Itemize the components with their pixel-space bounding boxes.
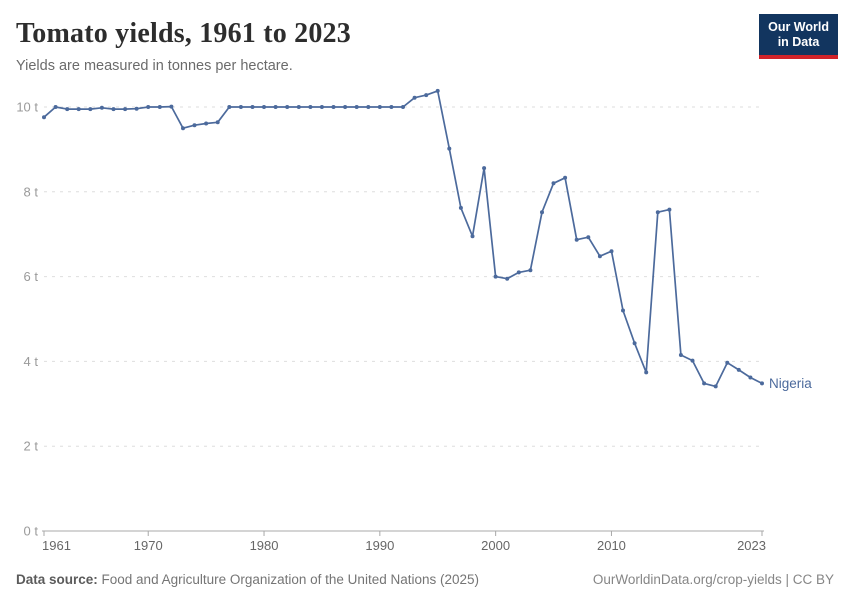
data-point-1992[interactable] (401, 105, 405, 109)
data-point-2017[interactable] (690, 358, 695, 363)
data-point-1968[interactable] (123, 107, 128, 112)
data-point-1963[interactable] (65, 107, 70, 112)
data-point-1995[interactable] (435, 88, 440, 93)
data-point-1964[interactable] (76, 107, 81, 112)
data-point-1976[interactable] (215, 120, 220, 125)
data-point-1998[interactable] (470, 234, 475, 239)
data-point-1965[interactable] (88, 107, 93, 112)
data-point-1967[interactable] (111, 107, 116, 112)
data-point-1993[interactable] (412, 95, 417, 100)
y-tick-label-2: 2 t (24, 439, 39, 454)
y-tick-label-0: 0 t (24, 524, 39, 539)
data-point-1969[interactable] (134, 106, 139, 111)
data-point-1971[interactable] (157, 105, 162, 109)
data-point-2014[interactable] (655, 210, 660, 215)
y-tick-label-6: 6 t (24, 269, 39, 284)
data-point-1977[interactable] (227, 105, 232, 109)
data-point-1978[interactable] (238, 105, 243, 109)
data-source-note: Data source: Food and Agriculture Organi… (16, 572, 479, 587)
data-point-2005[interactable] (551, 181, 556, 186)
page-title: Tomato yields, 1961 to 2023 (16, 18, 351, 49)
data-point-2003[interactable] (528, 268, 533, 273)
data-point-1986[interactable] (331, 105, 336, 109)
data-point-2001[interactable] (505, 276, 510, 281)
data-point-1982[interactable] (285, 105, 290, 109)
chart-subtitle: Yields are measured in tonnes per hectar… (16, 58, 293, 75)
logo-line2: in Data (777, 35, 820, 49)
data-source-label: Data source: (16, 571, 98, 587)
data-point-2018[interactable] (702, 381, 707, 386)
data-point-2000[interactable] (493, 274, 498, 279)
data-point-1979[interactable] (250, 105, 255, 109)
data-point-1962[interactable] (53, 105, 58, 109)
data-point-1966[interactable] (99, 105, 104, 110)
data-point-2020[interactable] (725, 360, 730, 365)
x-tick-label-1970: 1970 (134, 538, 163, 553)
chart-header: Tomato yields, 1961 to 2023 Yields are m… (16, 18, 740, 74)
data-point-2007[interactable] (574, 237, 579, 242)
data-source-text: Food and Agriculture Organization of the… (97, 571, 480, 587)
data-point-1974[interactable] (192, 123, 197, 128)
data-point-1973[interactable] (181, 126, 185, 131)
data-point-1961[interactable] (42, 115, 46, 120)
data-point-2008[interactable] (586, 235, 591, 240)
data-point-2006[interactable] (563, 175, 568, 180)
data-point-1988[interactable] (354, 105, 359, 109)
y-tick-label-8: 8 t (24, 184, 39, 199)
data-point-2021[interactable] (736, 367, 741, 372)
data-point-1989[interactable] (366, 105, 371, 109)
data-point-1972[interactable] (169, 104, 174, 109)
x-tick-label-2023: 2023 (737, 538, 766, 553)
data-point-1997[interactable] (458, 205, 463, 210)
data-point-1975[interactable] (204, 121, 209, 126)
data-point-1991[interactable] (389, 105, 394, 109)
x-tick-label-1961: 1961 (42, 538, 71, 553)
logo-line1: Our World (768, 20, 829, 34)
data-point-1996[interactable] (447, 146, 452, 151)
data-point-2010[interactable] (609, 249, 614, 254)
data-point-2019[interactable] (713, 384, 718, 389)
data-point-2011[interactable] (621, 308, 625, 313)
data-point-1987[interactable] (343, 105, 348, 109)
data-point-2016[interactable] (678, 353, 683, 357)
our-world-in-data-logo[interactable]: Our World in Data (759, 14, 838, 59)
x-tick-label-1990: 1990 (365, 538, 394, 553)
y-tick-label-10: 10 t (16, 100, 38, 115)
data-point-2002[interactable] (516, 270, 521, 275)
data-point-1981[interactable] (273, 105, 278, 109)
x-tick-label-2010: 2010 (597, 538, 626, 553)
x-tick-label-1980: 1980 (250, 538, 279, 553)
data-point-1970[interactable] (146, 105, 151, 109)
data-point-2022[interactable] (748, 375, 753, 380)
data-point-1984[interactable] (308, 105, 313, 109)
data-point-1983[interactable] (296, 105, 301, 109)
x-tick-label-2000: 2000 (481, 538, 510, 553)
series-label-nigeria[interactable]: Nigeria (769, 376, 812, 391)
y-tick-label-4: 4 t (24, 354, 39, 369)
data-point-1990[interactable] (377, 105, 382, 109)
data-point-2015[interactable] (667, 207, 672, 212)
data-point-1994[interactable] (424, 93, 429, 98)
data-point-2004[interactable] (540, 210, 544, 215)
data-point-2023[interactable] (760, 381, 764, 386)
license-credit[interactable]: OurWorldinData.org/crop-yields | CC BY (592, 571, 834, 587)
data-point-1985[interactable] (319, 105, 324, 109)
data-point-2012[interactable] (632, 341, 637, 346)
data-point-2009[interactable] (597, 254, 602, 259)
series-line-nigeria[interactable] (43, 90, 763, 388)
data-point-1980[interactable] (262, 105, 266, 109)
data-point-1999[interactable] (482, 166, 487, 171)
chart-footer: Data source: Food and Agriculture Organi… (16, 568, 834, 590)
data-point-2013[interactable] (644, 370, 649, 375)
